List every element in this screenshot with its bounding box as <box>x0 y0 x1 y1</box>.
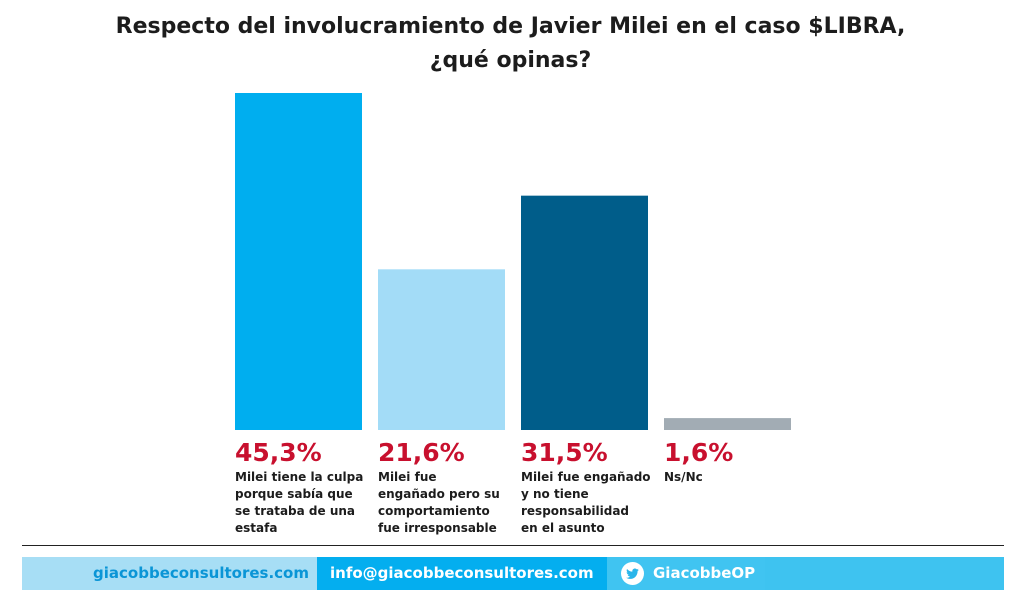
category-label-line: fue irresponsable <box>378 521 497 535</box>
value-label-3: 31,5% <box>521 438 608 467</box>
category-label-line: y no tiene <box>521 487 589 501</box>
chart-title-line-1: Respecto del involucramiento de Javier M… <box>115 14 906 39</box>
bar-2 <box>378 269 505 430</box>
footer-website-link[interactable]: giacobbeconsultores.com <box>93 564 309 582</box>
footer-website-segment[interactable]: giacobbeconsultores.com <box>22 557 317 590</box>
footer-twitter-handle[interactable]: GiacobbeOP <box>653 564 756 582</box>
category-label-line: comportamiento <box>378 504 490 518</box>
category-label-line: porque sabía que <box>235 487 353 501</box>
value-label-4: 1,6% <box>664 438 734 467</box>
category-label-line: Ns/Nc <box>664 470 703 484</box>
footer-email-link[interactable]: info@giacobbeconsultores.com <box>330 564 594 582</box>
bar-3 <box>521 195 648 430</box>
category-label-3: Milei fue engañado y no tiene responsabili… <box>521 469 661 537</box>
category-label-line: en el asunto <box>521 521 605 535</box>
category-label-line: engañado pero su <box>378 487 500 501</box>
footer-bar: giacobbeconsultores.com info@giacobbecon… <box>22 557 1004 590</box>
category-label-line: se trataba de una <box>235 504 355 518</box>
category-label-line: responsabilidad <box>521 504 630 518</box>
twitter-bird-icon <box>621 562 644 585</box>
chart-title: Respecto del involucramiento de Javier M… <box>0 10 1021 78</box>
chart-title-line-2: ¿qué opinas? <box>429 48 592 73</box>
category-label-1: Milei tiene la culpa porque sabía que se t… <box>235 469 375 537</box>
category-label-line: estafa <box>235 521 278 535</box>
value-label-1: 45,3% <box>235 438 322 467</box>
footer-twitter-segment[interactable]: GiacobbeOP <box>607 557 765 590</box>
bar-4 <box>664 418 791 430</box>
category-label-line: Milei fue engañado <box>521 470 651 484</box>
category-label-4: Ns/Nc <box>664 469 804 486</box>
category-label-line: Milei tiene la culpa <box>235 470 364 484</box>
footer-email-segment[interactable]: info@giacobbeconsultores.com <box>317 557 607 590</box>
footer-filler-segment <box>765 557 1004 590</box>
bar-1 <box>235 93 362 430</box>
footer-divider <box>22 545 1004 546</box>
category-label-line: Milei fue <box>378 470 437 484</box>
value-label-2: 21,6% <box>378 438 465 467</box>
category-label-2: Milei fue engañado pero su comportamiento f… <box>378 469 518 537</box>
